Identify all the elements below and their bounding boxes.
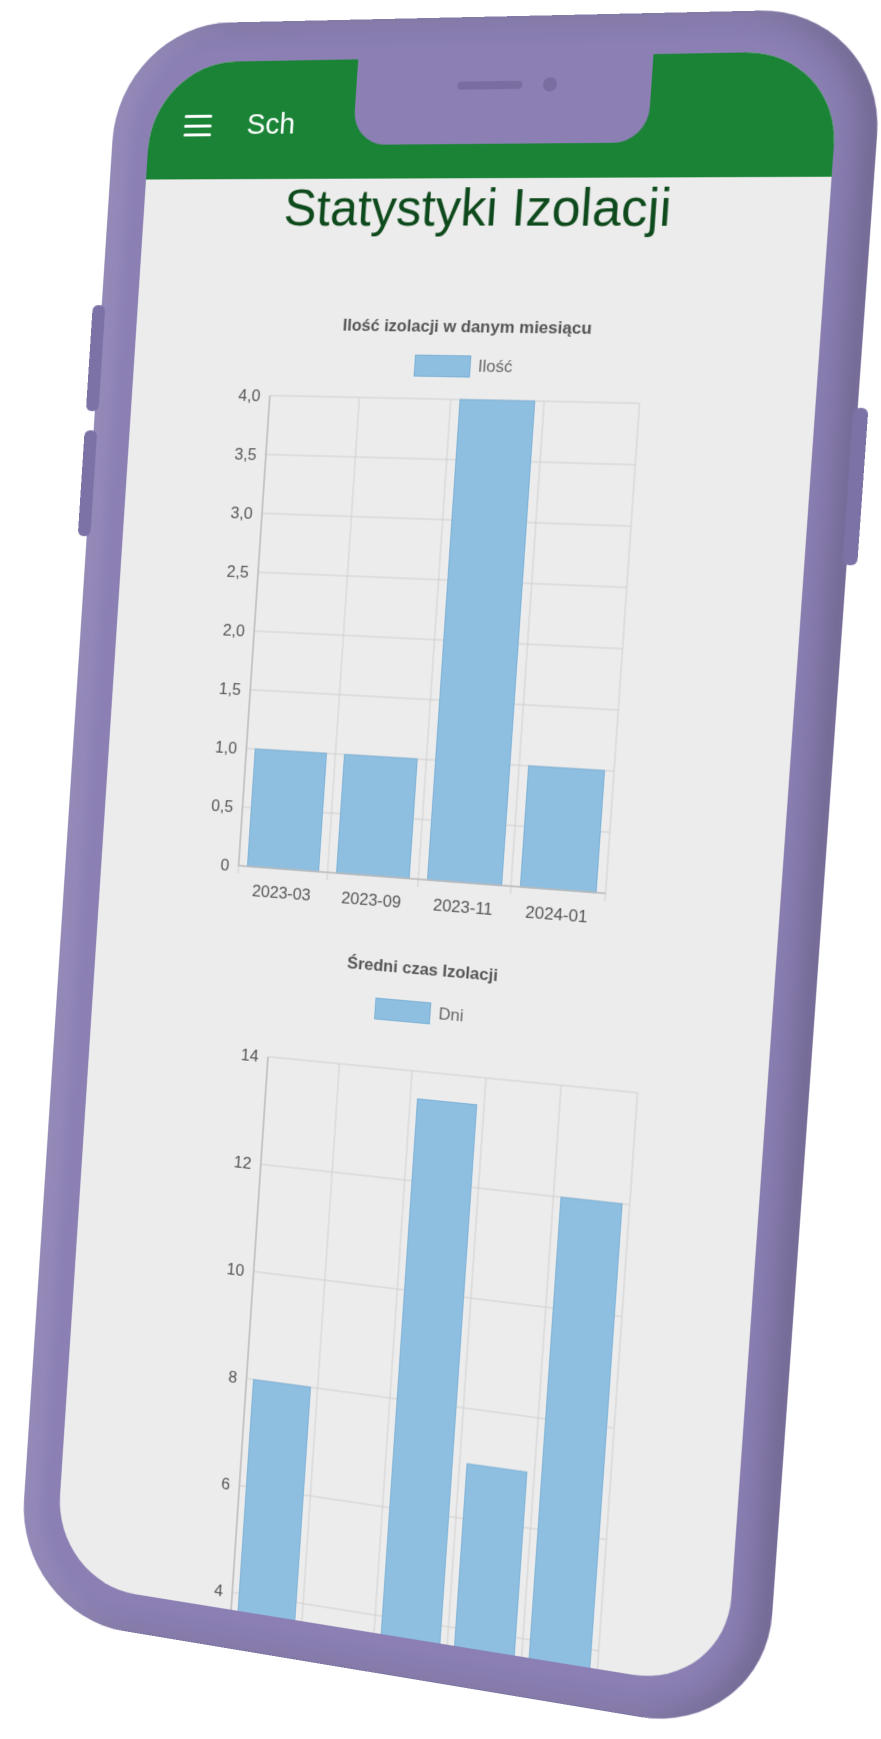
legend-label: Ilość xyxy=(477,356,514,377)
x-tick-label: 2024-01 xyxy=(525,903,588,927)
y-tick-label: 2,0 xyxy=(222,621,245,640)
chart-average-duration: Średni czas Izolacji Dni 4 6 8 10 12 14 xyxy=(54,913,775,1690)
y-tick-label: 2,5 xyxy=(226,563,249,582)
y-tick-label: 8 xyxy=(228,1368,238,1387)
y-tick-label: 6 xyxy=(221,1475,231,1494)
grid-line xyxy=(295,1064,339,1690)
hamburger-menu-icon[interactable] xyxy=(183,114,213,137)
grid-line xyxy=(605,403,639,901)
grid-line xyxy=(262,513,631,526)
chart-bar xyxy=(523,1197,622,1690)
y-tick-label: 3,0 xyxy=(230,504,253,523)
legend-label: Dni xyxy=(437,1004,465,1026)
x-tick-label: 2023-11 xyxy=(432,896,493,919)
chart-title: Ilość izolacji w danym miesiącu xyxy=(342,315,593,338)
phone-mockup: Sch Statystyki Izolacji Ilość izolacji w… xyxy=(16,7,881,1738)
camera-icon xyxy=(542,77,558,92)
legend-swatch xyxy=(413,354,471,378)
chart-bar xyxy=(247,749,326,872)
legend-swatch xyxy=(374,997,432,1025)
page-title: Statystyki Izolacji xyxy=(282,178,674,239)
x-tick-label: 2023-03 xyxy=(252,882,312,905)
y-tick-label: 12 xyxy=(233,1153,252,1173)
x-tick-label: 2023-09 xyxy=(341,889,402,912)
y-tick-label: 0 xyxy=(220,856,230,875)
y-tick-label: 1,5 xyxy=(219,680,242,699)
app-title: Sch xyxy=(245,107,297,141)
y-tick-label: 4,0 xyxy=(238,387,261,406)
y-tick-label: 1,0 xyxy=(215,738,238,758)
chart-bar xyxy=(520,766,604,893)
grid-line xyxy=(268,1057,638,1093)
y-tick-label: 10 xyxy=(226,1260,245,1280)
grid-line xyxy=(250,690,618,710)
chart-bar xyxy=(427,400,534,886)
y-tick-label: 0,5 xyxy=(211,797,234,817)
speaker-icon xyxy=(457,80,523,90)
bar-chart-average-duration: 4 6 8 10 12 14 xyxy=(214,1046,769,1690)
chart-bar xyxy=(337,754,418,878)
grid-line xyxy=(258,572,627,587)
grid-line xyxy=(254,631,622,649)
y-tick-label: 3,5 xyxy=(234,445,257,464)
bar-chart-isolation-count: 0 0,5 1,0 1,5 2,0 2,5 3,0 3,5 4,0 2023-03 2023-09 2… xyxy=(211,387,816,927)
phone-screen: Sch Statystyki Izolacji Ilość izolacji w… xyxy=(54,50,841,1690)
grid-line xyxy=(266,454,635,464)
phone-notch xyxy=(352,50,655,145)
grid-line xyxy=(270,396,640,404)
y-tick-label: 14 xyxy=(240,1046,259,1066)
y-tick-label: 4 xyxy=(214,1581,224,1600)
chart-bar xyxy=(375,1099,477,1690)
